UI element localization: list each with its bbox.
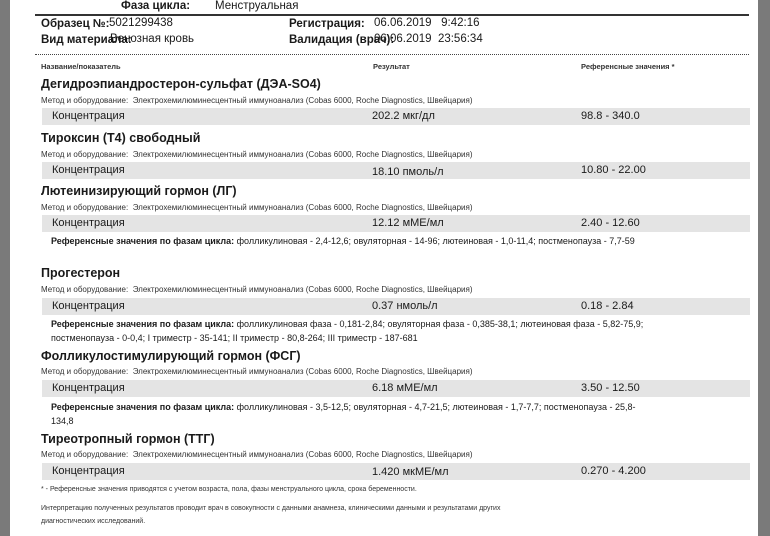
validation-value: 06.06.2019 23:56:34 bbox=[374, 33, 483, 45]
param-name: Концентрация bbox=[52, 110, 125, 122]
method-text: Метод и оборудование: Электрохемилюминес… bbox=[41, 450, 473, 459]
registration-value: 06.06.2019 9:42:16 bbox=[374, 17, 480, 29]
result-row: Концентрация 18.10 пмоль/л 10.80 - 22.00 bbox=[42, 162, 750, 179]
result-value: 0.37 нмоль/л bbox=[372, 300, 438, 312]
cycle-phase-value: Менструальная bbox=[215, 0, 299, 12]
test-title: Тироксин (Т4) свободный bbox=[41, 131, 201, 145]
phase-reference: Референсные значения по фазам цикла: фол… bbox=[51, 402, 636, 426]
column-reference: Референсные значения * bbox=[581, 62, 675, 71]
method-text: Метод и оборудование: Электрохемилюминес… bbox=[41, 285, 473, 294]
reference-range: 0.18 - 2.84 bbox=[581, 300, 634, 312]
registration-label: Регистрация: bbox=[289, 18, 365, 30]
test-title: Фолликулостимулирующий гормон (ФСГ) bbox=[41, 349, 301, 363]
report-page: Фаза цикла: Менструальная Образец №: 502… bbox=[10, 0, 758, 536]
result-row: Концентрация 12.12 мМЕ/мл 2.40 - 12.60 bbox=[42, 215, 750, 232]
result-value: 1.420 мкМЕ/мл bbox=[372, 466, 449, 478]
result-value: 12.12 мМЕ/мл bbox=[372, 217, 444, 229]
reference-range: 10.80 - 22.00 bbox=[581, 164, 646, 176]
phase-reference: Референсные значения по фазам цикла: фол… bbox=[51, 236, 635, 246]
test-title: Дегидроэпиандростерон-сульфат (ДЭА-SO4) bbox=[41, 77, 321, 91]
result-value: 202.2 мкг/дл bbox=[372, 110, 435, 122]
method-text: Метод и оборудование: Электрохемилюминес… bbox=[41, 367, 473, 376]
param-name: Концентрация bbox=[52, 300, 125, 312]
result-value: 18.10 пмоль/л bbox=[372, 166, 444, 178]
result-row: Концентрация 0.37 нмоль/л 0.18 - 2.84 bbox=[42, 298, 750, 315]
param-name: Концентрация bbox=[52, 217, 125, 229]
reference-range: 98.8 - 340.0 bbox=[581, 110, 640, 122]
param-name: Концентрация bbox=[52, 382, 125, 394]
method-text: Метод и оборудование: Электрохемилюминес… bbox=[41, 96, 473, 105]
param-name: Концентрация bbox=[52, 164, 125, 176]
column-name: Название/показатель bbox=[41, 62, 121, 71]
interpretation-note: Интерпретацию полученных результатов про… bbox=[41, 505, 501, 525]
reference-range: 2.40 - 12.60 bbox=[581, 217, 640, 229]
material-value: Венозная кровь bbox=[110, 33, 195, 45]
divider bbox=[35, 14, 749, 16]
material-label: Вид материала: bbox=[41, 34, 132, 46]
test-title: Прогестерон bbox=[41, 266, 121, 280]
dotted-divider bbox=[35, 54, 749, 55]
result-value: 6.18 мМЕ/мл bbox=[372, 382, 438, 394]
result-row: Концентрация 6.18 мМЕ/мл 3.50 - 12.50 bbox=[42, 380, 750, 397]
param-name: Концентрация bbox=[52, 465, 125, 477]
footnote: * - Референсные значения приводятся с уч… bbox=[41, 486, 417, 493]
phase-reference: Референсные значения по фазам цикла: фол… bbox=[51, 319, 644, 343]
test-title: Лютеинизирующий гормон (ЛГ) bbox=[41, 184, 237, 198]
validation-label: Валидация (врач): bbox=[289, 34, 395, 46]
method-text: Метод и оборудование: Электрохемилюминес… bbox=[41, 203, 473, 212]
column-result: Результат bbox=[373, 62, 410, 71]
cycle-phase-label: Фаза цикла: bbox=[121, 0, 191, 12]
reference-range: 3.50 - 12.50 bbox=[581, 382, 640, 394]
sample-label: Образец №: bbox=[41, 18, 110, 30]
method-text: Метод и оборудование: Электрохемилюминес… bbox=[41, 150, 473, 159]
reference-range: 0.270 - 4.200 bbox=[581, 465, 646, 477]
test-title: Тиреотропный гормон (ТТГ) bbox=[41, 432, 215, 446]
sample-value: 5021299438 bbox=[109, 17, 173, 29]
result-row: Концентрация 202.2 мкг/дл 98.8 - 340.0 bbox=[42, 108, 750, 125]
result-row: Концентрация 1.420 мкМЕ/мл 0.270 - 4.200 bbox=[42, 463, 750, 480]
